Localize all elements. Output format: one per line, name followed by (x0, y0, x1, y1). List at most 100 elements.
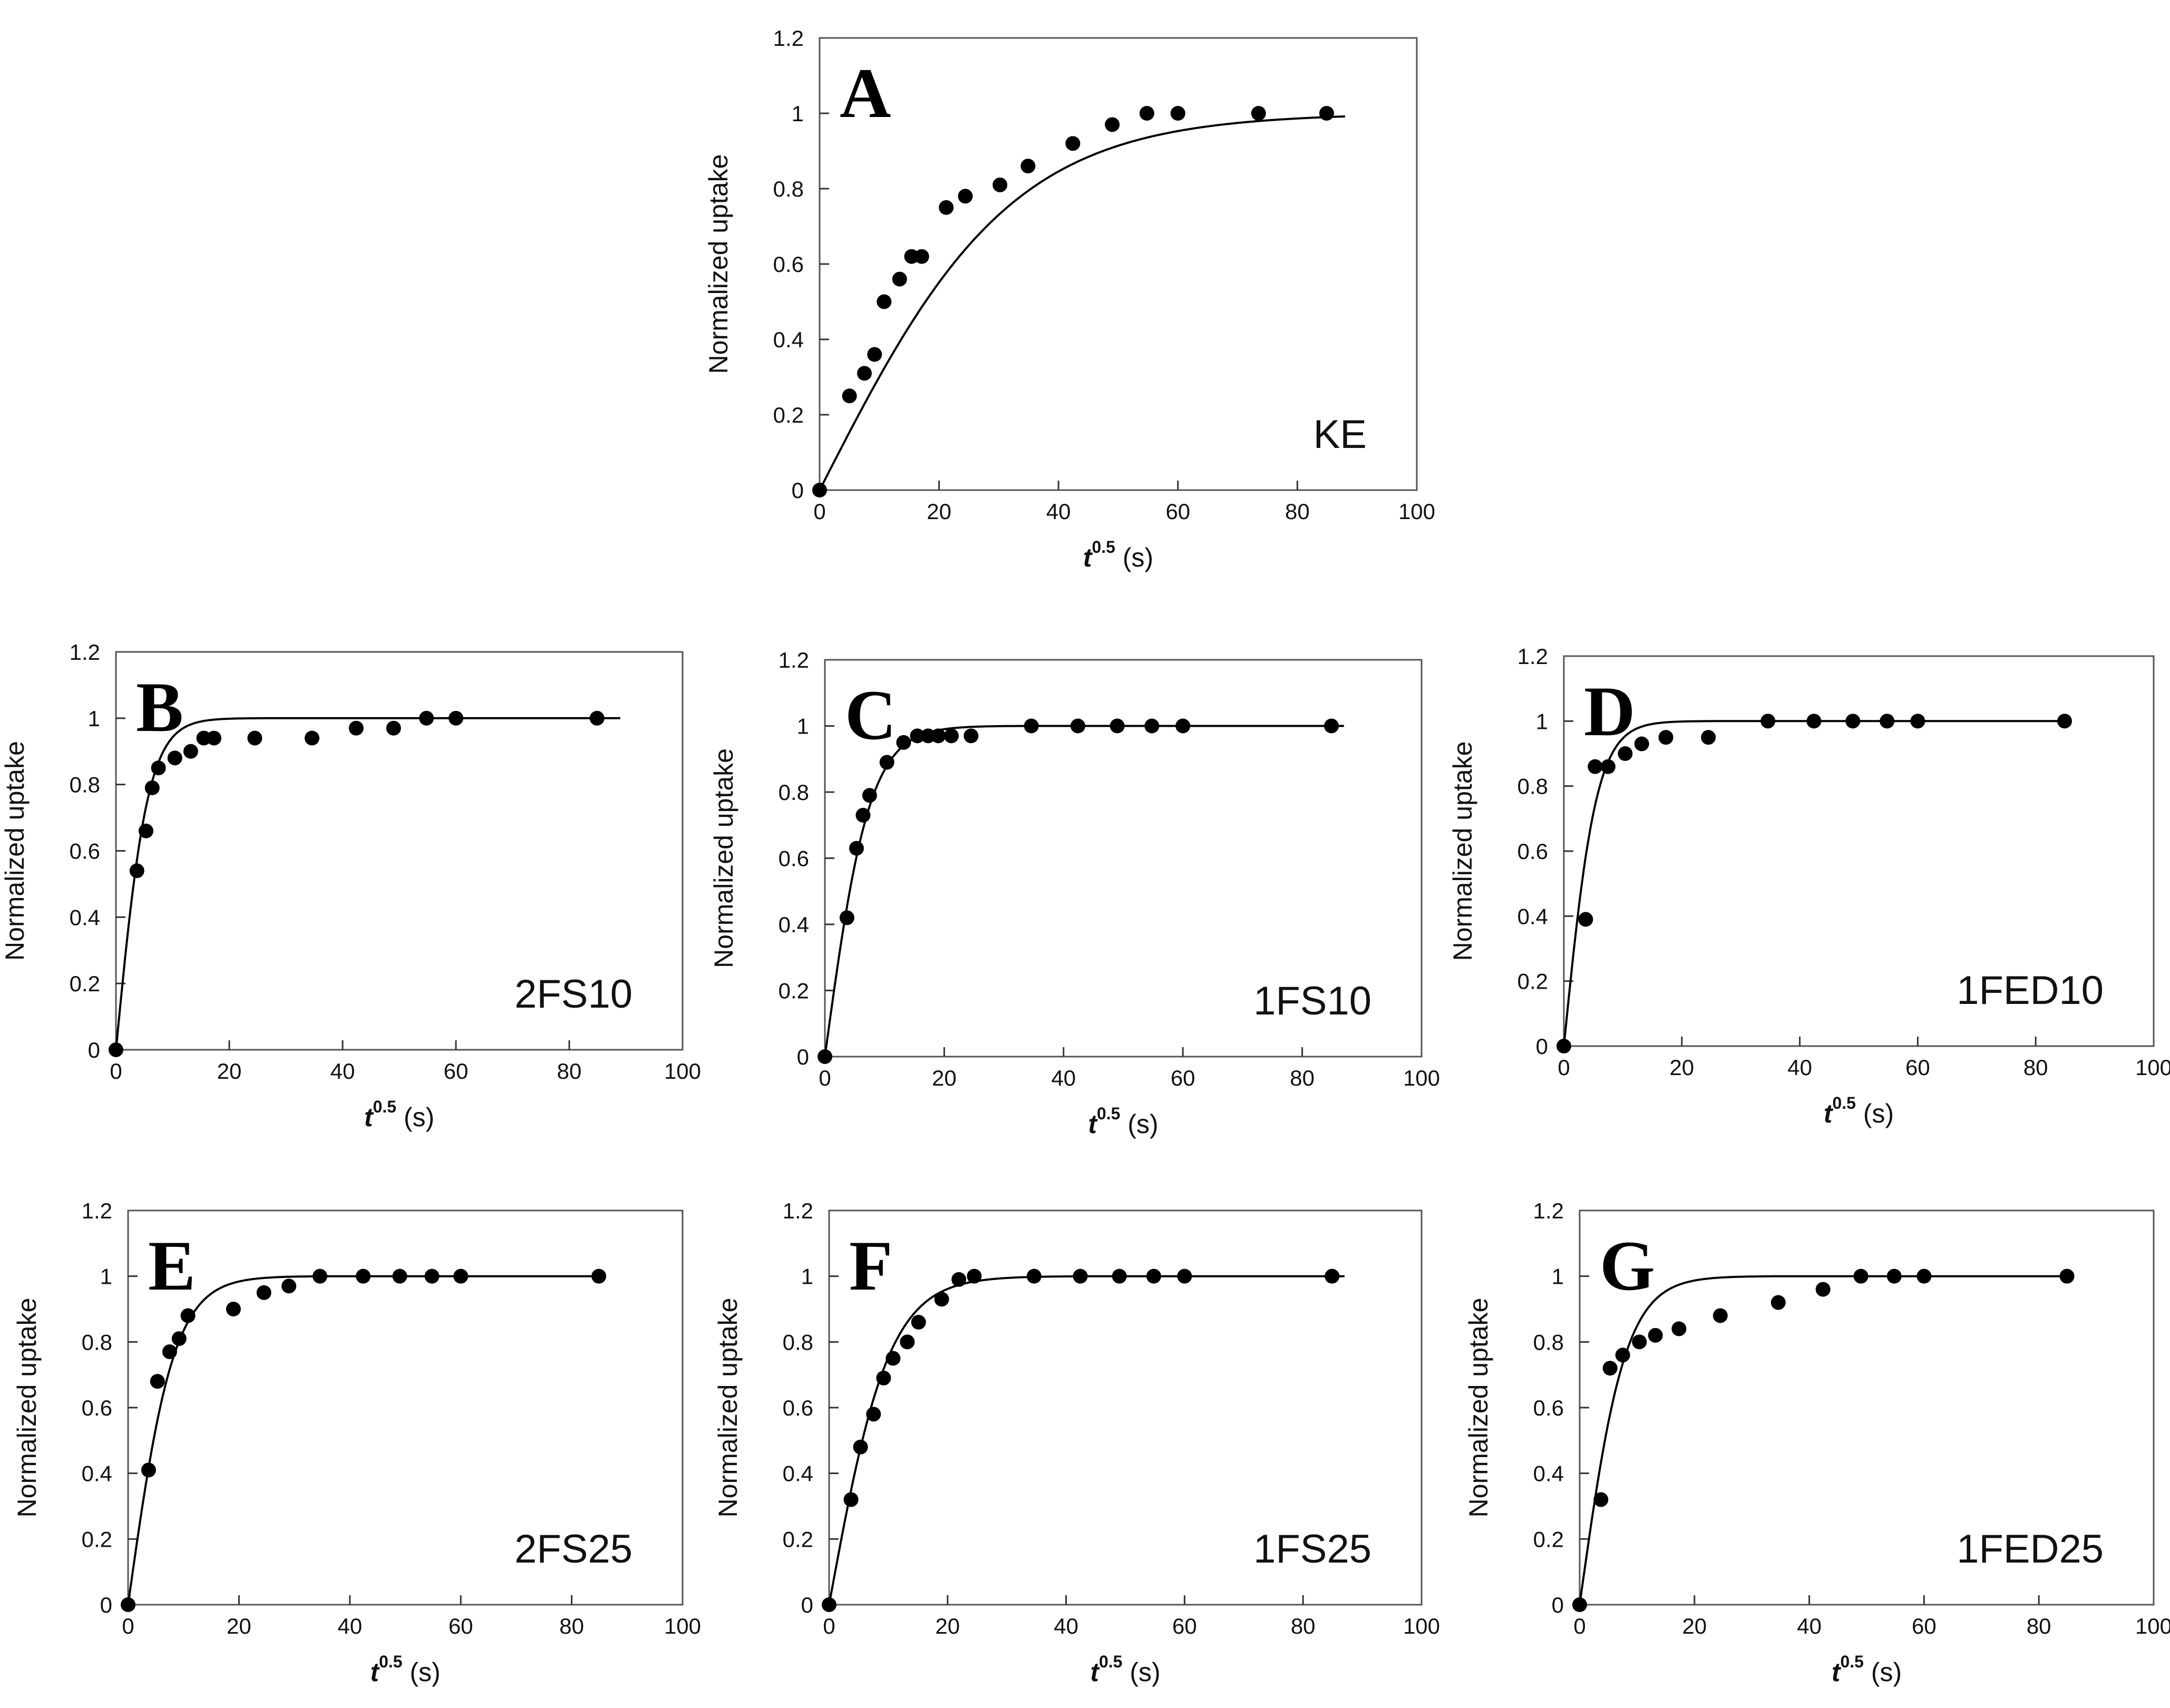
data-point (129, 863, 144, 879)
x-tick-label: 40 (1787, 1055, 1812, 1080)
sample-label: 1FS25 (1253, 1527, 1371, 1572)
sample-label: 1FED10 (1957, 968, 2104, 1013)
y-tick-label: 0.4 (1517, 904, 1548, 929)
x-tick-label: 40 (337, 1614, 362, 1638)
data-point (1671, 1321, 1687, 1336)
x-tick-label: 80 (1291, 1614, 1316, 1638)
y-tick-label: 0.4 (70, 905, 100, 930)
x-tick-label: 100 (2135, 1614, 2170, 1638)
y-tick-label: 1 (88, 706, 100, 731)
x-tick-label: 20 (217, 1059, 242, 1084)
data-point (958, 189, 973, 204)
data-point (348, 720, 364, 736)
y-tick-label: 1 (797, 714, 809, 739)
panel-letter: E (148, 1227, 196, 1305)
y-tick-label: 1.2 (70, 640, 100, 665)
data-point (857, 366, 872, 381)
data-point (1578, 912, 1593, 927)
data-point (183, 744, 198, 759)
data-point (196, 730, 211, 746)
data-point (939, 200, 954, 215)
x-tick-label: 80 (1285, 499, 1310, 524)
y-tick-label: 0.6 (70, 839, 100, 864)
y-axis-label: Normalized uptake (0, 741, 30, 961)
y-axis-label: Normalized uptake (713, 1298, 743, 1518)
x-tick-label: 100 (1403, 1066, 1440, 1090)
panel-letter: D (1584, 672, 1636, 751)
x-tick-label: 0 (813, 499, 825, 524)
fit-curve (115, 717, 620, 1050)
y-tick-label: 1.2 (783, 1198, 813, 1223)
x-tick-label: 20 (1669, 1055, 1694, 1080)
x-axis-label: t0.5 (s) (364, 1097, 434, 1132)
y-tick-label: 0.2 (773, 403, 804, 427)
x-tick-label: 60 (1171, 1066, 1195, 1090)
data-point (914, 249, 929, 264)
panel-c: 0 20 40 60 80 100 0 0.2 0.4 0.6 0.8 1 1.2 t0.5 (s) Nor… (709, 648, 1440, 1139)
y-tick-label: 0.6 (779, 846, 809, 871)
data-point (1319, 106, 1334, 121)
sample-label: KE (1313, 412, 1367, 457)
y-axis-label: Normalized uptake (709, 748, 738, 968)
x-tick-label: 40 (1054, 1614, 1078, 1638)
y-tick-label: 1.2 (1533, 1198, 1564, 1223)
y-tick-label: 0.8 (773, 177, 804, 201)
y-axis-label: Normalized uptake (704, 154, 733, 374)
fit-curve (824, 725, 1344, 1057)
data-point (226, 1302, 241, 1316)
panel-f: 0 20 40 60 80 100 0 0.2 0.4 0.6 0.8 1 1.2 t0.5 (s) Nor… (713, 1198, 1440, 1687)
x-axis-label: t0.5 (s) (370, 1652, 440, 1687)
data-point (842, 388, 857, 404)
y-tick-label: 1.2 (773, 26, 804, 51)
y-tick-label: 0.8 (1517, 774, 1548, 799)
data-point (256, 1285, 271, 1300)
y-tick-label: 0.8 (70, 773, 100, 797)
x-axis-label: t0.5 (s) (1832, 1652, 1902, 1687)
y-tick-label: 1.2 (779, 648, 809, 672)
y-tick-label: 0.2 (779, 979, 809, 1003)
y-tick-label: 0 (1552, 1593, 1564, 1617)
data-point (281, 1278, 297, 1294)
data-point (247, 730, 262, 746)
y-tick-label: 0 (797, 1045, 809, 1069)
y-tick-label: 0.4 (773, 327, 804, 352)
x-tick-label: 40 (1046, 499, 1071, 524)
x-tick-label: 60 (1172, 1614, 1197, 1638)
x-tick-label: 0 (1573, 1614, 1585, 1638)
data-point (943, 728, 959, 744)
data-point (911, 1314, 926, 1330)
x-tick-label: 100 (1398, 499, 1435, 524)
data-point (877, 294, 892, 309)
x-tick-label: 100 (664, 1614, 701, 1638)
x-tick-label: 80 (2023, 1055, 2048, 1080)
y-tick-label: 0.8 (783, 1330, 813, 1354)
data-point (1602, 1361, 1618, 1376)
data-point (964, 728, 979, 744)
sample-label: 2FS25 (514, 1527, 632, 1572)
y-tick-label: 0 (792, 478, 804, 503)
data-point (839, 910, 854, 925)
data-point (180, 1308, 196, 1323)
y-tick-label: 0.8 (1533, 1330, 1564, 1354)
x-tick-label: 100 (2135, 1055, 2170, 1080)
panel-letter: A (840, 54, 891, 133)
fit-curve (1579, 1275, 2068, 1605)
x-axis-label: t0.5 (s) (1088, 1104, 1158, 1139)
x-tick-label: 40 (1797, 1614, 1822, 1638)
data-point (1618, 746, 1633, 761)
data-point (1815, 1282, 1831, 1297)
y-tick-label: 1.2 (1517, 644, 1548, 669)
x-tick-label: 60 (1165, 499, 1190, 524)
x-tick-label: 60 (449, 1614, 473, 1638)
y-tick-label: 0.2 (1517, 969, 1548, 994)
x-axis-label: t0.5 (s) (1090, 1652, 1160, 1687)
data-point (904, 249, 919, 264)
panel-e: 0 20 40 60 80 100 0 0.2 0.4 0.6 0.8 1 1.2 t0.5 (s) Nor… (12, 1198, 701, 1687)
y-tick-label: 0.6 (82, 1395, 112, 1420)
y-tick-label: 1 (1536, 709, 1548, 734)
y-axis-label: Normalized uptake (1464, 1298, 1493, 1518)
x-axis-label: t0.5 (s) (1083, 538, 1153, 572)
data-point (1701, 730, 1716, 745)
x-tick-label: 20 (927, 499, 951, 524)
x-tick-label: 100 (664, 1059, 701, 1084)
